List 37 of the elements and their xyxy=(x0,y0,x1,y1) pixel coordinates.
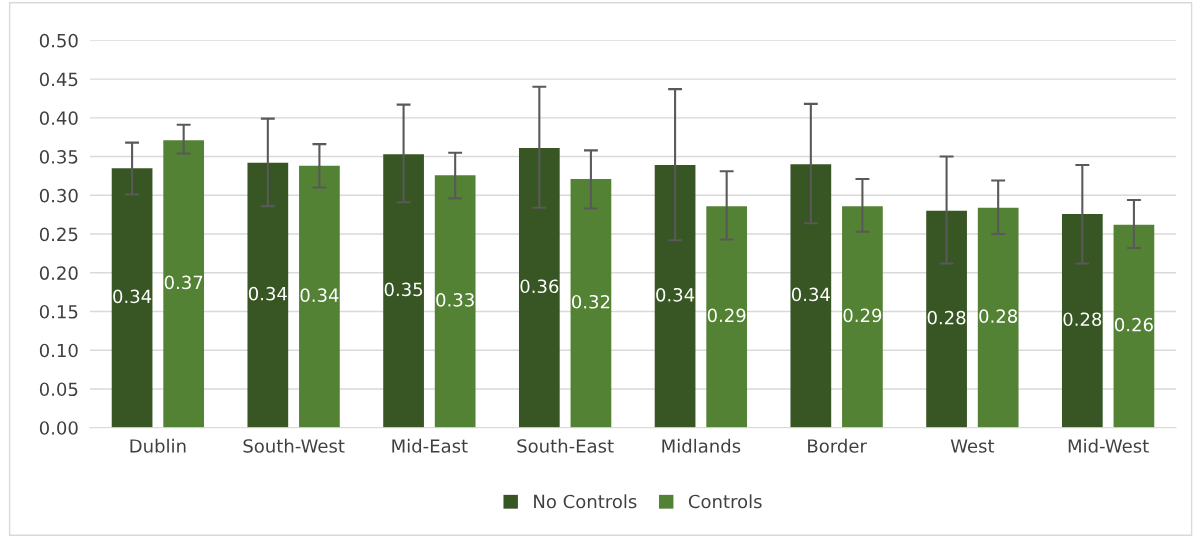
y-tick-label: 0.20 xyxy=(39,266,78,280)
x-tick-label: South-West xyxy=(243,438,345,453)
data-label: 0.36 xyxy=(520,279,559,294)
data-label: 0.34 xyxy=(248,286,287,301)
x-tick-label: Midlands xyxy=(662,438,741,453)
data-label: 0.26 xyxy=(1115,317,1153,332)
y-tick-label: 0.35 xyxy=(39,150,78,164)
data-label: 0.34 xyxy=(791,287,830,302)
y-tick-label: 0.30 xyxy=(39,188,78,203)
data-label: 0.32 xyxy=(572,294,610,309)
y-tick-label: 0.25 xyxy=(39,227,78,242)
y-tick-label: 0.10 xyxy=(39,343,78,358)
data-label: 0.34 xyxy=(656,287,695,302)
data-label: 0.28 xyxy=(979,309,1018,323)
y-tick-label: 0.50 xyxy=(39,33,78,48)
data-label: 0.29 xyxy=(707,308,746,323)
legend-label: No Controls xyxy=(534,494,637,509)
data-label: 0.34 xyxy=(113,289,152,304)
data-label: 0.29 xyxy=(843,308,882,323)
y-tick-label: 0.05 xyxy=(39,382,78,397)
y-tick-label: 0.45 xyxy=(39,72,78,87)
data-label: 0.33 xyxy=(436,293,474,307)
x-tick-label: West xyxy=(950,439,995,453)
x-tick-label: Mid-East xyxy=(392,438,468,453)
x-tick-label: South-East xyxy=(517,438,614,453)
data-label: 0.28 xyxy=(927,310,966,325)
data-label: 0.37 xyxy=(164,275,203,290)
x-tick-label: Border xyxy=(808,438,867,453)
x-tick-label: Mid-West xyxy=(1068,438,1149,453)
data-label: 0.28 xyxy=(1063,312,1102,327)
x-tick-label: Dublin xyxy=(130,438,186,453)
y-tick-label: 0.40 xyxy=(39,111,78,125)
y-tick-label: 0.00 xyxy=(39,421,78,435)
y-tick-label: 0.15 xyxy=(39,304,78,319)
data-label: 0.35 xyxy=(384,282,423,297)
data-label: 0.34 xyxy=(300,288,339,303)
legend-label: Controls xyxy=(688,494,762,509)
